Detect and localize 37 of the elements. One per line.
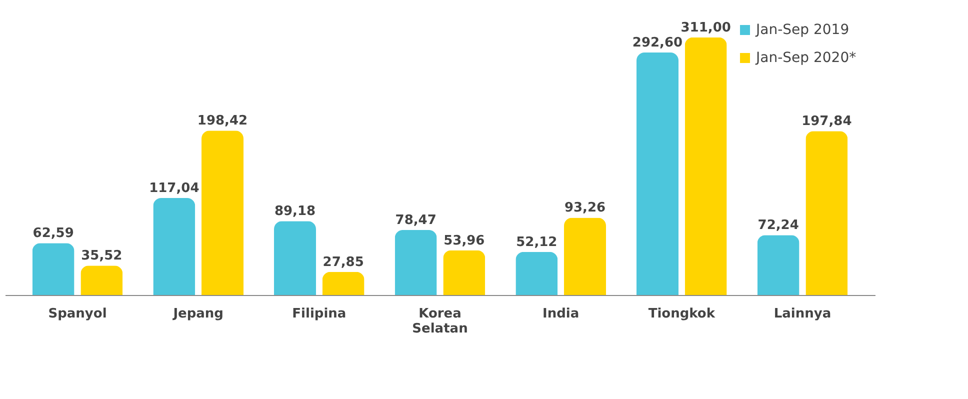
bar	[806, 131, 848, 295]
bar	[684, 37, 727, 295]
x-tick-label: Tiongkok	[648, 306, 716, 322]
data-label: 78,47	[395, 212, 436, 228]
x-tick-label: Jepang	[172, 306, 224, 322]
x-tick-label: Korea Selatan	[412, 306, 468, 336]
x-tick-label: Filipina	[292, 306, 346, 322]
bar	[394, 230, 437, 295]
data-label: 117,04	[149, 181, 200, 196]
data-label: 311,00	[680, 20, 731, 36]
bar	[564, 218, 606, 295]
bar	[636, 52, 678, 295]
data-label: 72,24	[758, 218, 799, 234]
bar	[274, 221, 316, 295]
x-tick-label: India	[542, 306, 580, 322]
bar	[80, 266, 123, 295]
data-label: 35,52	[81, 248, 122, 264]
data-label: 197,84	[802, 114, 852, 130]
bar	[757, 235, 800, 295]
bar	[202, 130, 244, 295]
data-label: 62,59	[32, 226, 74, 242]
bar	[443, 250, 486, 295]
legend-label: Jan-Sep 2019	[755, 22, 850, 38]
bar	[153, 198, 196, 295]
x-tick-label: Lainnya	[774, 306, 832, 322]
bar	[516, 252, 558, 295]
bar	[322, 272, 364, 295]
legend-label: Jan-Sep 2020*	[755, 50, 856, 66]
data-label: 93,26	[564, 200, 606, 216]
x-tick-label: Spanyol	[48, 306, 107, 322]
data-label: 292,60	[632, 36, 683, 51]
data-label: 52,12	[516, 234, 558, 250]
data-label: 89,18	[274, 204, 316, 220]
data-label: 53,96	[444, 233, 485, 248]
bar	[32, 243, 74, 295]
data-label: 198,42	[197, 114, 248, 129]
data-label: 27,85	[322, 254, 364, 270]
